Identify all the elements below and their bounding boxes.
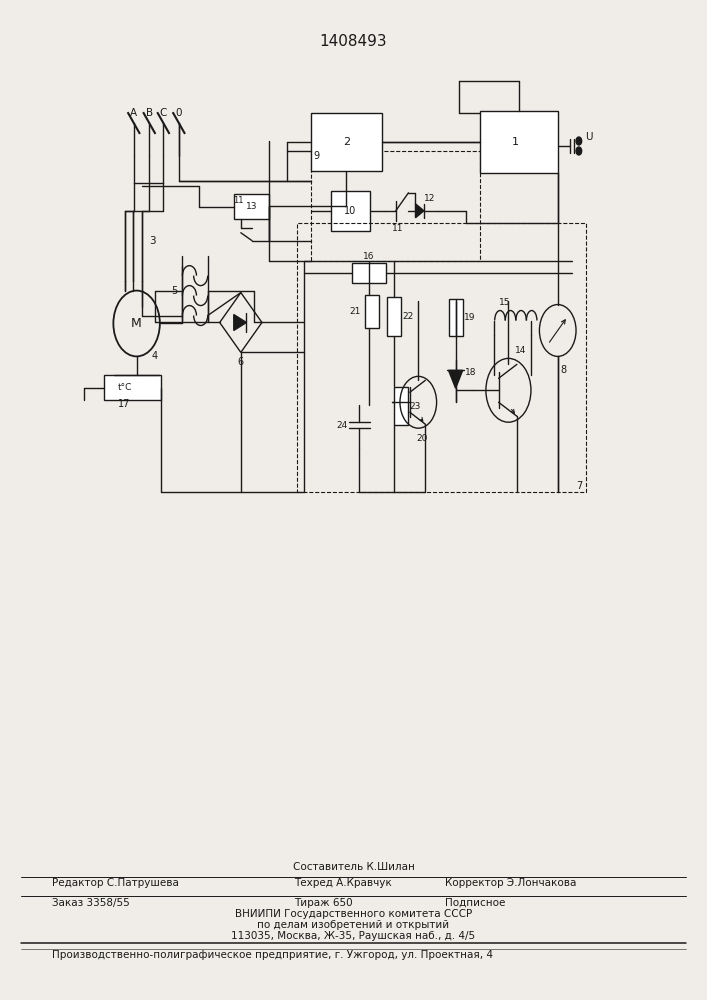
Bar (365, 295, 379, 328)
Bar (352, 263, 386, 283)
Text: 24: 24 (336, 421, 347, 430)
Text: 23: 23 (410, 402, 421, 411)
Circle shape (576, 147, 582, 155)
Text: Производственно-полиграфическое предприятие, г. Ужгород, ул. Проектная, 4: Производственно-полиграфическое предприя… (52, 950, 493, 960)
Text: 7: 7 (575, 481, 582, 491)
Text: 9: 9 (314, 151, 320, 161)
Text: 11: 11 (392, 224, 404, 233)
Text: Корректор Э.Лончакова: Корректор Э.Лончакова (445, 878, 576, 888)
Text: Подписное: Подписное (445, 898, 506, 908)
Text: Составитель К.Шилан: Составитель К.Шилан (293, 862, 414, 872)
Bar (311, 151, 480, 261)
Text: B: B (146, 108, 153, 118)
Text: по делам изобретений и открытий: по делам изобретений и открытий (257, 920, 450, 930)
Text: 12: 12 (424, 194, 436, 203)
Bar (297, 223, 586, 492)
Bar (448, 299, 462, 336)
Bar (395, 387, 409, 425)
Text: 8: 8 (560, 365, 566, 375)
Circle shape (576, 137, 582, 145)
Text: 1: 1 (512, 137, 519, 147)
Text: U: U (585, 132, 592, 142)
Text: 13: 13 (245, 202, 257, 211)
Polygon shape (448, 370, 462, 388)
Text: 10: 10 (344, 206, 356, 216)
Text: 20: 20 (416, 434, 428, 443)
Text: Техред А.Кравчук: Техред А.Кравчук (293, 878, 392, 888)
Bar (387, 297, 402, 336)
Text: Тираж 650: Тираж 650 (293, 898, 352, 908)
Text: 18: 18 (465, 368, 477, 377)
Bar (234, 194, 269, 219)
Text: 1408493: 1408493 (320, 34, 387, 49)
Text: 19: 19 (464, 313, 475, 322)
Text: C: C (160, 108, 167, 118)
Text: 15: 15 (498, 298, 510, 307)
Text: ВНИИПИ Государственного комитета СССР: ВНИИПИ Государственного комитета СССР (235, 909, 472, 919)
Text: Редактор С.Патрушева: Редактор С.Патрушева (52, 878, 179, 888)
Polygon shape (234, 315, 247, 330)
Text: 0: 0 (175, 108, 182, 118)
Text: A: A (130, 108, 137, 118)
Text: 16: 16 (363, 252, 375, 261)
Text: 113035, Москва, Ж-35, Раушская наб., д. 4/5: 113035, Москва, Ж-35, Раушская наб., д. … (231, 931, 476, 941)
Text: Заказ 3358/55: Заказ 3358/55 (52, 898, 130, 908)
Text: 21: 21 (349, 307, 361, 316)
Text: 2: 2 (343, 137, 350, 147)
Text: 3: 3 (149, 236, 156, 246)
Text: 4: 4 (151, 351, 157, 361)
Bar (480, 111, 558, 173)
Text: 11: 11 (233, 196, 244, 205)
Bar (331, 191, 370, 231)
Text: M: M (132, 317, 142, 330)
Text: 22: 22 (403, 312, 414, 321)
Text: 5: 5 (171, 286, 177, 296)
Text: 6: 6 (238, 357, 244, 367)
Bar (311, 113, 382, 171)
Text: 17: 17 (119, 399, 131, 409)
Text: t°C: t°C (117, 383, 132, 392)
Bar (103, 375, 161, 400)
Polygon shape (416, 204, 424, 218)
Text: 14: 14 (515, 346, 527, 355)
